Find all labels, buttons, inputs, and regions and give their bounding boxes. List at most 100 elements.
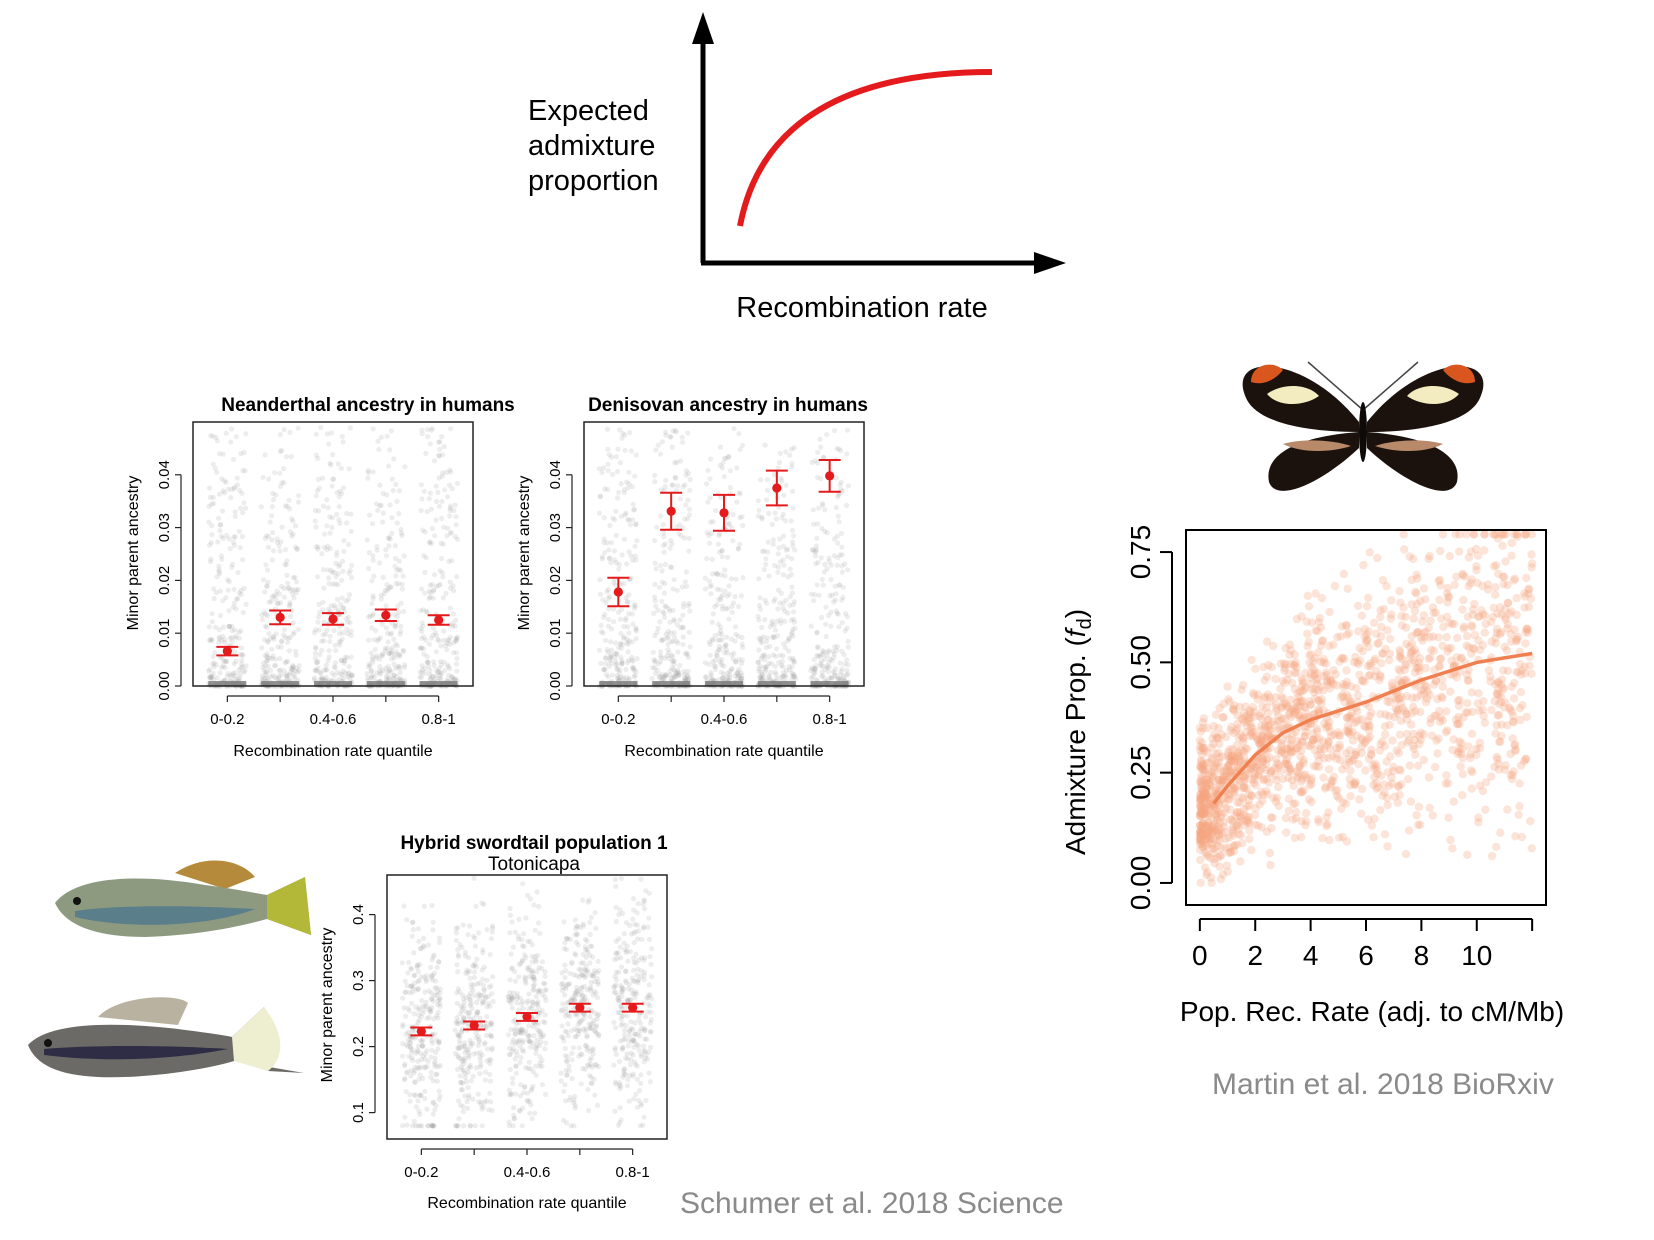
swordtail-sample-point — [425, 942, 431, 948]
neanderthal-sample-point — [433, 673, 439, 679]
swordtail-sample-point — [623, 1022, 629, 1029]
denisovan-sample-point — [780, 533, 787, 539]
denisovan-sample-point — [604, 589, 610, 595]
butterfly-window-point — [1301, 809, 1311, 818]
neanderthal-sample-point — [265, 544, 272, 550]
swordtail-sample-point — [453, 937, 459, 944]
denisovan-sample-point — [839, 569, 845, 575]
swordtail-sample-point — [432, 1059, 438, 1065]
denisovan-sample-point — [623, 615, 629, 621]
butterfly-window-point — [1355, 643, 1364, 653]
swordtail-sample-point — [437, 986, 443, 992]
swordtail-sample-point — [581, 983, 588, 989]
denisovan-sample-point — [684, 583, 690, 589]
neanderthal-sample-point — [374, 544, 380, 550]
neanderthal-sample-point — [239, 657, 245, 663]
neanderthal-sample-point — [437, 676, 443, 682]
denisovan-sample-point — [671, 618, 677, 624]
neanderthal-sample-point — [389, 656, 395, 662]
swordtail-y-tick-label: 0.1 — [350, 1102, 367, 1123]
neanderthal-sample-point — [385, 639, 391, 645]
neanderthal-sample-point — [293, 579, 300, 585]
swordtail-sample-point — [456, 954, 462, 960]
swordtail-sample-point — [410, 1123, 416, 1129]
neanderthal-sample-point — [423, 555, 429, 561]
neanderthal-sample-point — [447, 530, 453, 537]
neanderthal-sample-point — [419, 431, 425, 437]
swordtail-sample-point — [529, 1116, 535, 1122]
neanderthal-sample-point — [442, 667, 448, 674]
swordtail-sample-point — [529, 1086, 535, 1092]
neanderthal-sample-point — [420, 607, 426, 613]
swordtail-sample-point — [618, 1117, 624, 1123]
swordtail-sample-point — [612, 877, 619, 883]
denisovan-sample-point — [772, 663, 778, 669]
neanderthal-sample-point — [339, 636, 345, 642]
neanderthal-sample-point — [264, 658, 270, 664]
neanderthal-sample-point — [214, 574, 220, 580]
neanderthal-sample-point — [339, 595, 345, 601]
swordtail-sample-point — [481, 901, 487, 908]
neanderthal-sample-point — [419, 620, 425, 626]
swordtail-sample-point — [567, 1097, 573, 1103]
swordtail-sample-point — [627, 1062, 634, 1068]
swordtail-sample-point — [613, 1025, 619, 1031]
swordtail-sample-point — [462, 949, 468, 956]
swordtail-sample-point — [465, 1047, 471, 1053]
swordtail-sample-point — [625, 1043, 631, 1049]
denisovan-sample-point — [714, 602, 720, 608]
neanderthal-sample-point — [206, 485, 213, 491]
swordtail-sample-point — [507, 1051, 513, 1057]
swordtail-sample-point — [623, 979, 629, 986]
neanderthal-sample-point — [265, 579, 271, 585]
neanderthal-sample-point — [238, 591, 244, 598]
swordtail-subtitle: Totonicapa — [488, 854, 580, 875]
swordtail-sample-point — [517, 1060, 523, 1066]
neanderthal-sample-point — [288, 665, 294, 672]
denisovan-sample-point — [710, 611, 716, 617]
swordtail-sample-point — [649, 946, 655, 952]
denisovan-sample-point — [813, 543, 819, 549]
swordtail-sample-point — [430, 1123, 436, 1129]
butterfly-window-point — [1474, 689, 1483, 698]
neanderthal-sample-point — [232, 484, 238, 490]
neanderthal-sample-point — [424, 427, 430, 433]
denisovan-sample-point — [624, 561, 630, 567]
neanderthal-sample-point — [320, 632, 326, 638]
swordtail-sample-point — [523, 980, 529, 987]
neanderthal-sample-point — [396, 566, 402, 572]
neanderthal-sample-point — [331, 672, 337, 678]
denisovan-sample-point — [671, 577, 677, 583]
neanderthal-sample-point — [284, 572, 290, 579]
butterfly-window-point — [1411, 750, 1420, 759]
neanderthal-sample-point — [387, 584, 393, 590]
swordtail-sample-point — [531, 982, 538, 988]
butterfly-window-point — [1319, 773, 1328, 782]
swordtail-sample-point — [634, 922, 641, 928]
denisovan-sample-point — [765, 549, 771, 555]
denisovan-sample-point — [630, 501, 636, 507]
neanderthal-sample-point — [315, 476, 322, 482]
swordtail-sample-point — [537, 988, 543, 994]
neanderthal-ylabel: Minor parent ancestry — [125, 476, 142, 631]
swordtail-sample-point — [463, 994, 469, 1001]
neanderthal-sample-point — [431, 662, 437, 669]
swordtail-sample-point — [587, 960, 593, 966]
swordtail-sample-point — [613, 969, 619, 975]
swordtail-sample-point — [564, 1072, 570, 1078]
swordtail-sample-point — [422, 1088, 428, 1094]
neanderthal-sample-point — [400, 573, 406, 579]
neanderthal-sample-point — [371, 573, 377, 579]
swordtail-sample-point — [510, 1123, 516, 1129]
neanderthal-sample-point — [393, 649, 399, 655]
neanderthal-sample-point — [371, 637, 377, 643]
neanderthal-sample-point — [378, 653, 384, 659]
denisovan-sample-point — [837, 482, 843, 488]
neanderthal-sample-point — [427, 667, 433, 674]
neanderthal-sample-point — [209, 611, 215, 617]
neanderthal-sample-point — [282, 634, 289, 640]
neanderthal-sample-point — [384, 587, 390, 593]
swordtail-sample-point — [543, 1091, 549, 1097]
neanderthal-sample-point — [450, 583, 456, 589]
denisovan-sample-point — [844, 625, 850, 631]
